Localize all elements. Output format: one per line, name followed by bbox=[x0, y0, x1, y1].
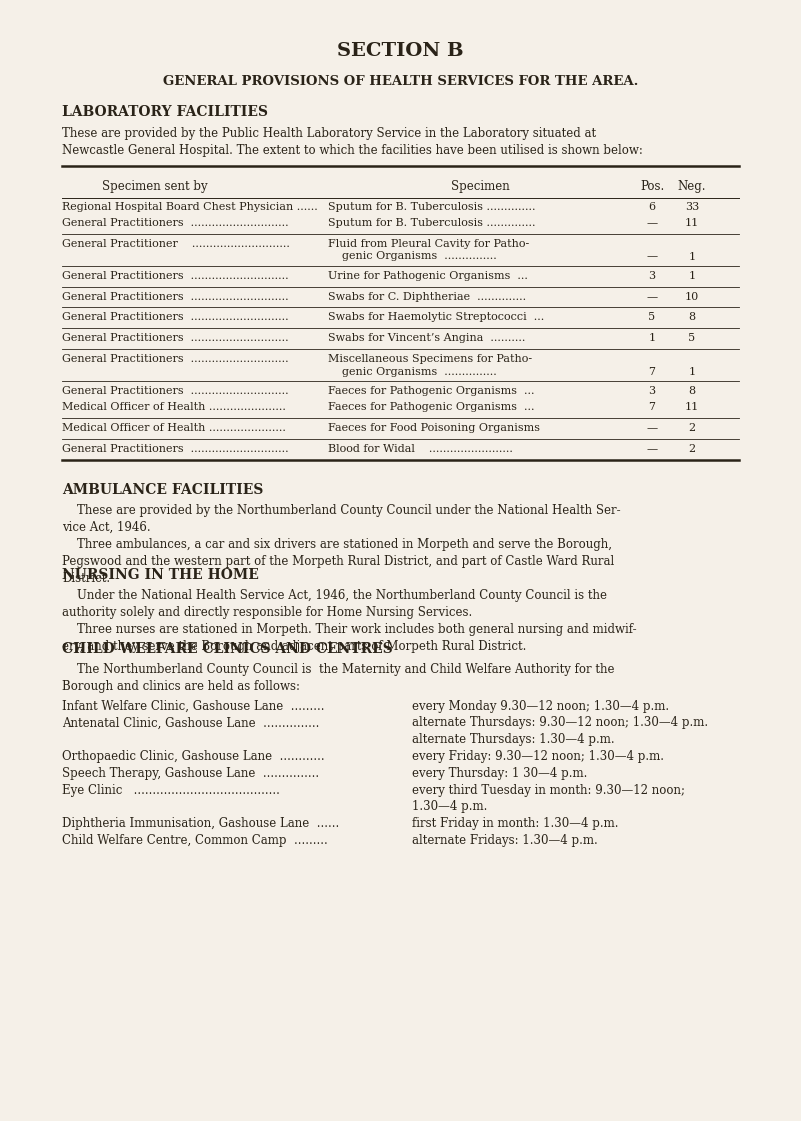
Text: Eye Clinic   .......................................: Eye Clinic .............................… bbox=[62, 784, 280, 797]
Text: every third Tuesday in month: 9.30—12 noon;: every third Tuesday in month: 9.30—12 no… bbox=[412, 784, 685, 797]
Text: GENERAL PROVISIONS OF HEALTH SERVICES FOR THE AREA.: GENERAL PROVISIONS OF HEALTH SERVICES FO… bbox=[163, 75, 638, 89]
Text: CHILD WELFARE CLINICS AND CENTRES: CHILD WELFARE CLINICS AND CENTRES bbox=[62, 641, 392, 656]
Text: General Practitioners  ............................: General Practitioners ..................… bbox=[62, 313, 288, 323]
Text: General Practitioners  ............................: General Practitioners ..................… bbox=[62, 291, 288, 302]
Text: 3: 3 bbox=[649, 387, 655, 397]
Text: 1: 1 bbox=[688, 367, 695, 377]
Text: 5: 5 bbox=[688, 333, 695, 343]
Text: 8: 8 bbox=[688, 387, 695, 397]
Text: General Practitioners  ............................: General Practitioners ..................… bbox=[62, 333, 288, 343]
Text: 1: 1 bbox=[688, 271, 695, 281]
Text: Regional Hospital Board Chest Physician ......: Regional Hospital Board Chest Physician … bbox=[62, 202, 318, 212]
Text: Specimen: Specimen bbox=[451, 180, 509, 193]
Text: 7: 7 bbox=[649, 367, 655, 377]
Text: 7: 7 bbox=[649, 402, 655, 413]
Text: Antenatal Clinic, Gashouse Lane  ...............: Antenatal Clinic, Gashouse Lane ........… bbox=[62, 716, 320, 730]
Text: The Northumberland County Council is  the Maternity and Child Welfare Authority : The Northumberland County Council is the… bbox=[62, 663, 614, 693]
Text: General Practitioners  ............................: General Practitioners ..................… bbox=[62, 271, 288, 281]
Text: 11: 11 bbox=[685, 402, 699, 413]
Text: Specimen sent by: Specimen sent by bbox=[103, 180, 207, 193]
Text: 2: 2 bbox=[688, 423, 695, 433]
Text: These are provided by the Northumberland County Council under the National Healt: These are provided by the Northumberland… bbox=[62, 503, 621, 585]
Text: Faeces for Pathogenic Organisms  ...: Faeces for Pathogenic Organisms ... bbox=[328, 387, 534, 397]
Text: 6: 6 bbox=[649, 202, 655, 212]
Text: Swabs for C. Diphtheriae  ..............: Swabs for C. Diphtheriae .............. bbox=[328, 291, 526, 302]
Text: Pos.: Pos. bbox=[640, 180, 664, 193]
Text: Orthopaedic Clinic, Gashouse Lane  ............: Orthopaedic Clinic, Gashouse Lane ......… bbox=[62, 750, 324, 763]
Text: first Friday in month: 1.30—4 p.m.: first Friday in month: 1.30—4 p.m. bbox=[412, 817, 618, 831]
Text: every Monday 9.30—12 noon; 1.30—4 p.m.: every Monday 9.30—12 noon; 1.30—4 p.m. bbox=[412, 700, 669, 713]
Text: —: — bbox=[646, 291, 658, 302]
Text: Swabs for Vincent’s Angina  ..........: Swabs for Vincent’s Angina .......... bbox=[328, 333, 525, 343]
Text: 5: 5 bbox=[649, 313, 655, 323]
Text: Faeces for Pathogenic Organisms  ...: Faeces for Pathogenic Organisms ... bbox=[328, 402, 534, 413]
Text: every Friday: 9.30—12 noon; 1.30—4 p.m.: every Friday: 9.30—12 noon; 1.30—4 p.m. bbox=[412, 750, 664, 763]
Text: Fluid from Pleural Cavity for Patho-
    genic Organisms  ...............: Fluid from Pleural Cavity for Patho- gen… bbox=[328, 239, 529, 261]
Text: alternate Thursdays: 9.30—12 noon; 1.30—4 p.m.: alternate Thursdays: 9.30—12 noon; 1.30—… bbox=[412, 716, 708, 730]
Text: 3: 3 bbox=[649, 271, 655, 281]
Text: —: — bbox=[646, 251, 658, 261]
Text: Faeces for Food Poisoning Organisms: Faeces for Food Poisoning Organisms bbox=[328, 423, 540, 433]
Text: Infant Welfare Clinic, Gashouse Lane  .........: Infant Welfare Clinic, Gashouse Lane ...… bbox=[62, 700, 324, 713]
Text: Blood for Widal    ........................: Blood for Widal ........................ bbox=[328, 444, 513, 454]
Text: Sputum for B. Tuberculosis ..............: Sputum for B. Tuberculosis .............… bbox=[328, 202, 536, 212]
Text: General Practitioner    ............................: General Practitioner ...................… bbox=[62, 239, 290, 249]
Text: 1: 1 bbox=[649, 333, 655, 343]
Text: Urine for Pathogenic Organisms  ...: Urine for Pathogenic Organisms ... bbox=[328, 271, 528, 281]
Text: alternate Thursdays: 1.30—4 p.m.: alternate Thursdays: 1.30—4 p.m. bbox=[412, 733, 614, 747]
Text: Neg.: Neg. bbox=[678, 180, 706, 193]
Text: 1.30—4 p.m.: 1.30—4 p.m. bbox=[412, 800, 487, 814]
Text: every Thursday: 1 30—4 p.m.: every Thursday: 1 30—4 p.m. bbox=[412, 767, 587, 780]
Text: Sputum for B. Tuberculosis ..............: Sputum for B. Tuberculosis .............… bbox=[328, 217, 536, 228]
Text: 11: 11 bbox=[685, 217, 699, 228]
Text: Diphtheria Immunisation, Gashouse Lane  ......: Diphtheria Immunisation, Gashouse Lane .… bbox=[62, 817, 340, 831]
Text: Medical Officer of Health ......................: Medical Officer of Health ..............… bbox=[62, 402, 286, 413]
Text: Speech Therapy, Gashouse Lane  ...............: Speech Therapy, Gashouse Lane ..........… bbox=[62, 767, 319, 780]
Text: SECTION B: SECTION B bbox=[337, 41, 464, 61]
Text: LABORATORY FACILITIES: LABORATORY FACILITIES bbox=[62, 105, 268, 119]
Text: NURSING IN THE HOME: NURSING IN THE HOME bbox=[62, 567, 259, 582]
Text: Medical Officer of Health ......................: Medical Officer of Health ..............… bbox=[62, 423, 286, 433]
Text: alternate Fridays: 1.30—4 p.m.: alternate Fridays: 1.30—4 p.m. bbox=[412, 834, 598, 847]
Text: These are provided by the Public Health Laboratory Service in the Laboratory sit: These are provided by the Public Health … bbox=[62, 127, 643, 157]
Text: Child Welfare Centre, Common Camp  .........: Child Welfare Centre, Common Camp ......… bbox=[62, 834, 328, 847]
Text: 10: 10 bbox=[685, 291, 699, 302]
Text: AMBULANCE FACILITIES: AMBULANCE FACILITIES bbox=[62, 483, 264, 497]
Text: Under the National Health Service Act, 1946, the Northumberland County Council i: Under the National Health Service Act, 1… bbox=[62, 589, 637, 654]
Text: 8: 8 bbox=[688, 313, 695, 323]
Text: —: — bbox=[646, 444, 658, 454]
Text: Swabs for Haemolytic Streptococci  ...: Swabs for Haemolytic Streptococci ... bbox=[328, 313, 544, 323]
Text: —: — bbox=[646, 217, 658, 228]
Text: General Practitioners  ............................: General Practitioners ..................… bbox=[62, 354, 288, 364]
Text: 2: 2 bbox=[688, 444, 695, 454]
Text: General Practitioners  ............................: General Practitioners ..................… bbox=[62, 444, 288, 454]
Text: General Practitioners  ............................: General Practitioners ..................… bbox=[62, 217, 288, 228]
Text: General Practitioners  ............................: General Practitioners ..................… bbox=[62, 387, 288, 397]
Text: 1: 1 bbox=[688, 251, 695, 261]
Text: —: — bbox=[646, 423, 658, 433]
Text: Miscellaneous Specimens for Patho-
    genic Organisms  ...............: Miscellaneous Specimens for Patho- genic… bbox=[328, 354, 532, 377]
Text: 33: 33 bbox=[685, 202, 699, 212]
